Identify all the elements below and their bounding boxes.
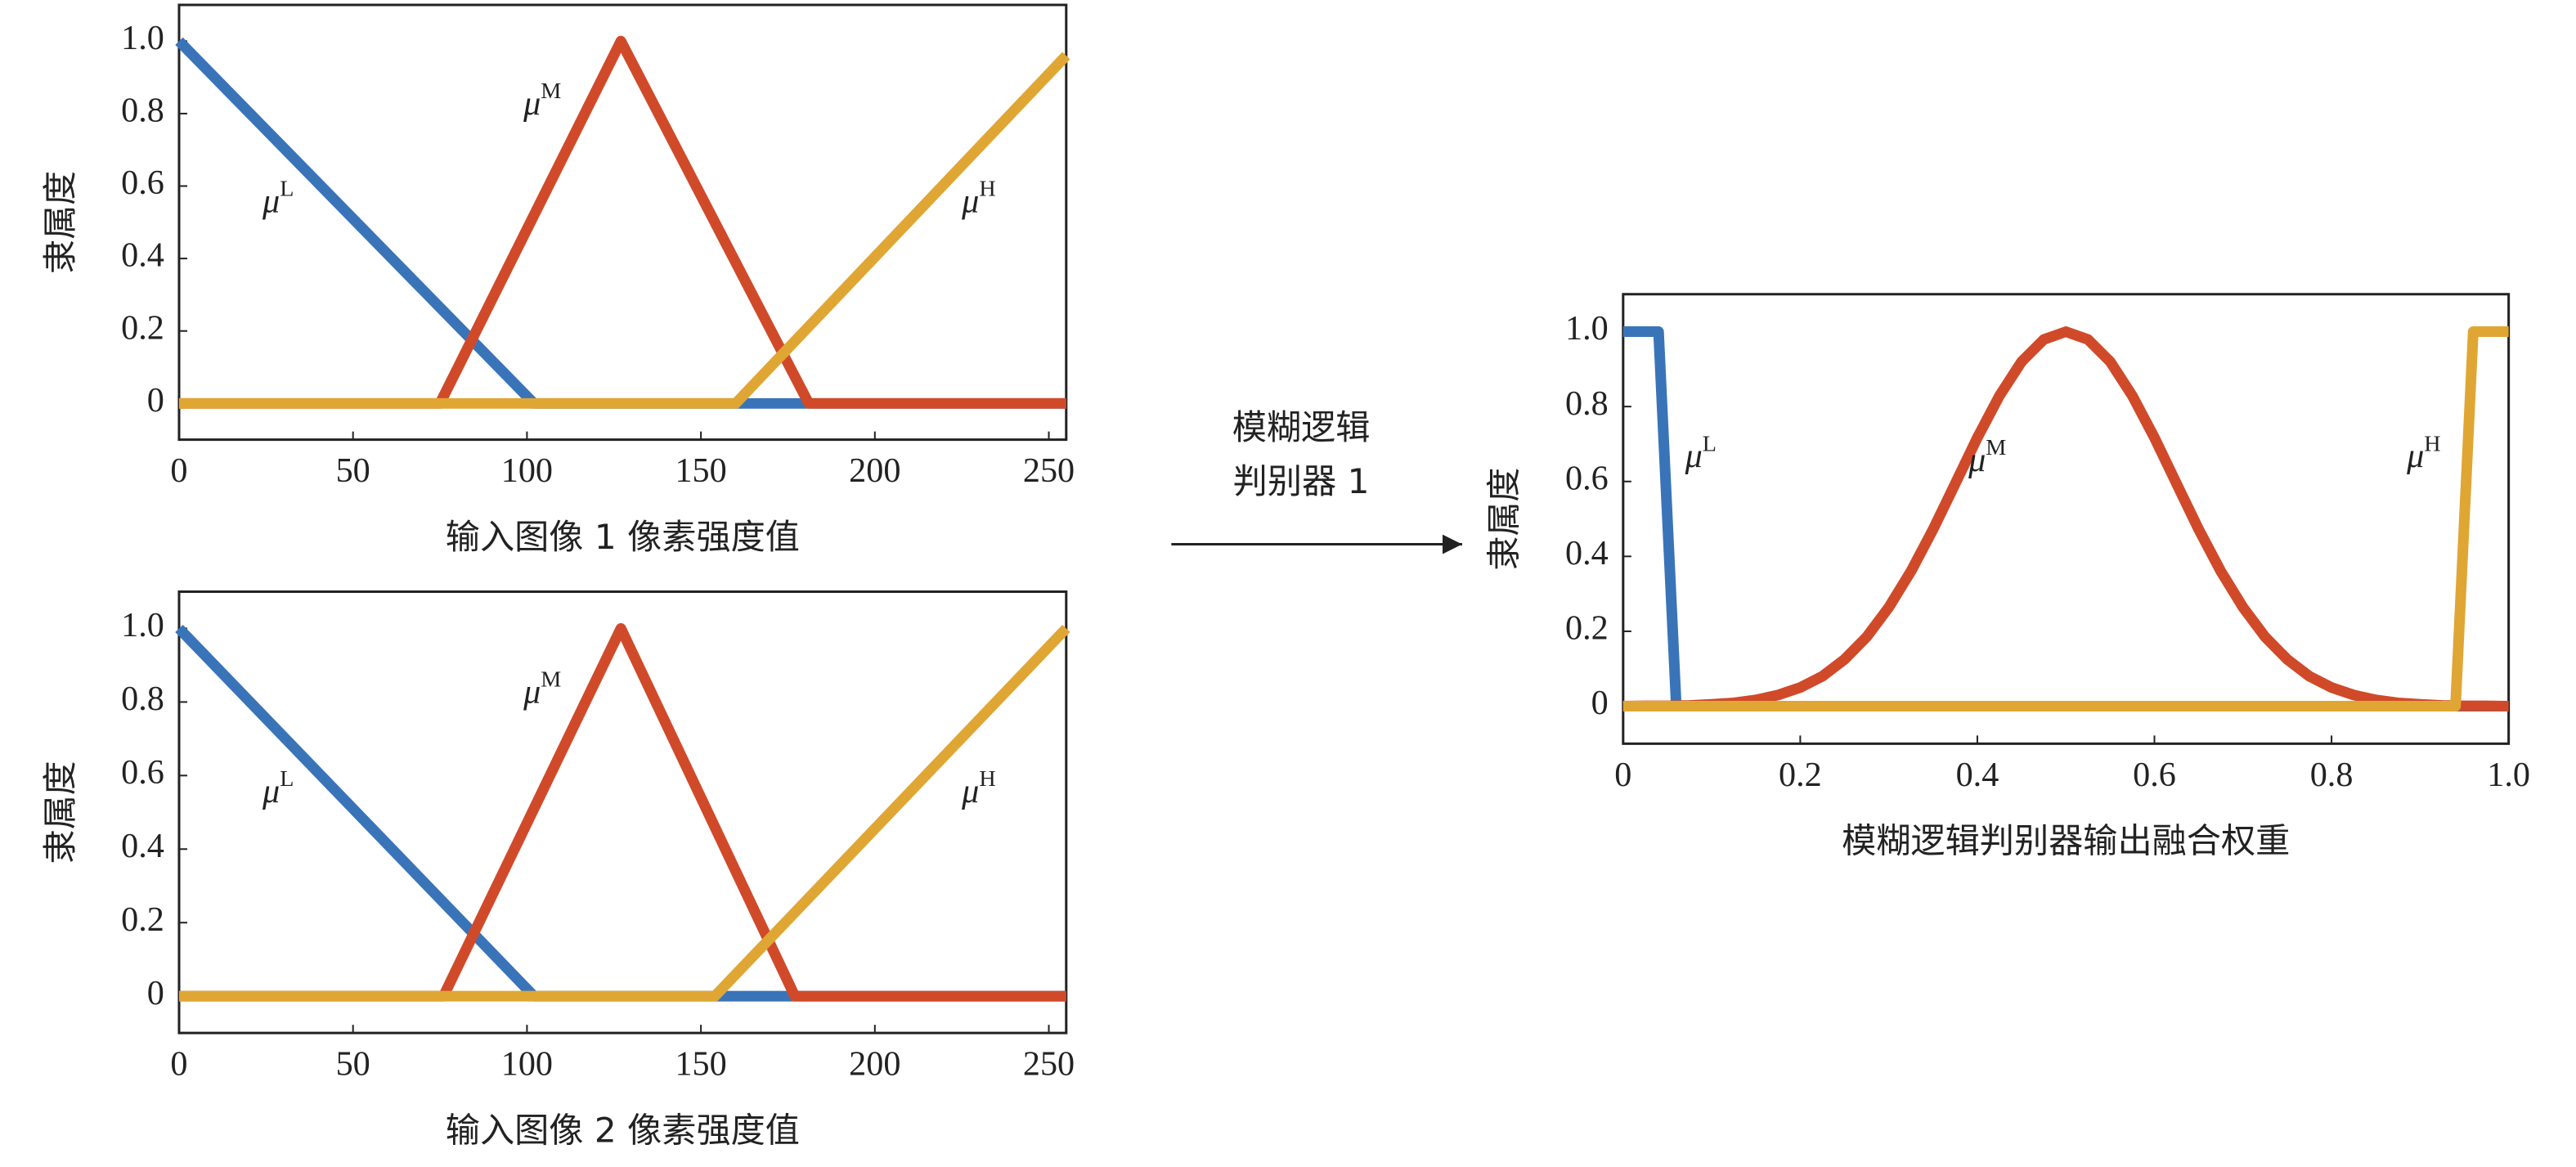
- series-label-name: μ: [1968, 442, 1986, 479]
- series-label: μL: [262, 177, 294, 220]
- series-label-sup: L: [280, 177, 294, 202]
- series-label: μH: [961, 766, 995, 810]
- x-tick-label: 100: [501, 452, 553, 490]
- series-label: μM: [523, 79, 561, 123]
- y-tick-label: 0.2: [1565, 610, 1609, 648]
- y-tick-label: 1.0: [1565, 310, 1609, 348]
- y-axis-label: 隶属度: [40, 761, 80, 864]
- series-label: μM: [1968, 435, 2006, 478]
- y-tick-label: 1.0: [121, 20, 164, 57]
- series-label-sup: L: [280, 766, 294, 792]
- y-tick-label: 1.0: [121, 607, 164, 644]
- series-label-sup: H: [979, 177, 995, 202]
- x-tick-label: 0: [170, 452, 187, 490]
- y-tick-label: 0: [147, 382, 164, 420]
- x-tick-label: 150: [675, 452, 726, 490]
- series-label-sup: L: [1703, 432, 1717, 457]
- series-label-name: μ: [523, 673, 541, 711]
- series-line: [1622, 326, 2509, 712]
- y-tick-label: 0.2: [121, 309, 164, 347]
- series-label: μH: [961, 177, 995, 220]
- y-tick-label: 0.4: [121, 237, 164, 275]
- x-axis-label: 模糊逻辑判别器输出融合权重: [1842, 821, 2290, 861]
- series-label-name: μ: [2406, 438, 2424, 475]
- x-tick-label: 0.4: [1956, 756, 1999, 794]
- series-label-name: μ: [1685, 438, 1703, 475]
- x-tick-label: 0: [1614, 756, 1631, 794]
- x-tick-label: 50: [336, 452, 370, 490]
- series-label-name: μ: [961, 773, 979, 810]
- x-tick-label: 0: [170, 1046, 187, 1084]
- y-axis-label: 隶属度: [1484, 468, 1524, 571]
- x-tick-label: 0.6: [2133, 756, 2176, 794]
- series-line: [1622, 326, 2509, 712]
- series-line: [175, 37, 1066, 409]
- series-line: [175, 624, 1066, 1002]
- x-tick-label: 250: [1023, 1046, 1075, 1084]
- y-tick-label: 0.8: [121, 92, 164, 130]
- series-line: [178, 624, 1070, 1002]
- x-tick-label: 200: [849, 1046, 900, 1084]
- series-label-name: μ: [262, 182, 280, 220]
- plot-frame: [1622, 293, 2511, 745]
- series-label: μL: [1685, 432, 1717, 475]
- series-label-name: μ: [523, 85, 541, 123]
- y-tick-label: 0: [147, 975, 164, 1012]
- series-label: μH: [2406, 432, 2440, 475]
- x-tick-label: 250: [1023, 452, 1075, 490]
- series-label-sup: M: [541, 79, 561, 105]
- y-tick-label: 0.4: [1565, 535, 1609, 572]
- x-tick-label: 50: [336, 1046, 370, 1084]
- y-tick-label: 0: [1591, 684, 1609, 722]
- x-tick-label: 0.2: [1779, 756, 1822, 794]
- series-label: μM: [523, 667, 561, 711]
- x-tick-label: 150: [675, 1046, 726, 1084]
- y-axis-label: 隶属度: [40, 171, 80, 274]
- series-label-sup: M: [541, 667, 561, 693]
- series-label-name: μ: [262, 773, 280, 810]
- y-tick-label: 0.4: [121, 828, 164, 865]
- x-tick-label: 1.0: [2487, 756, 2530, 794]
- x-tick-label: 100: [501, 1046, 553, 1084]
- series-line: [178, 35, 1066, 409]
- y-tick-label: 0.8: [121, 680, 164, 718]
- series-label: μL: [262, 766, 294, 810]
- arrow-label: 判别器 1: [1233, 461, 1370, 501]
- y-tick-label: 0.2: [121, 901, 164, 939]
- arrow-label: 模糊逻辑: [1232, 407, 1371, 447]
- x-axis-label: 输入图像 2 像素强度值: [446, 1111, 800, 1151]
- series-line: [1622, 326, 2509, 712]
- series-line: [178, 622, 1066, 1002]
- y-tick-label: 0.8: [1565, 385, 1609, 423]
- series-label-sup: M: [1986, 435, 2006, 460]
- series-line: [178, 52, 1070, 409]
- plot-frame: [177, 3, 1068, 442]
- y-tick-label: 0.6: [121, 754, 164, 792]
- series-label-sup: H: [2424, 432, 2440, 457]
- y-tick-label: 0.6: [1565, 460, 1609, 497]
- x-tick-label: 0.8: [2310, 756, 2354, 794]
- y-tick-label: 0.6: [121, 164, 164, 202]
- x-tick-label: 200: [849, 452, 900, 490]
- series-label-name: μ: [961, 182, 979, 220]
- x-axis-label: 输入图像 1 像素强度值: [446, 517, 800, 557]
- series-label-sup: H: [979, 766, 995, 792]
- plot-frame: [177, 590, 1068, 1035]
